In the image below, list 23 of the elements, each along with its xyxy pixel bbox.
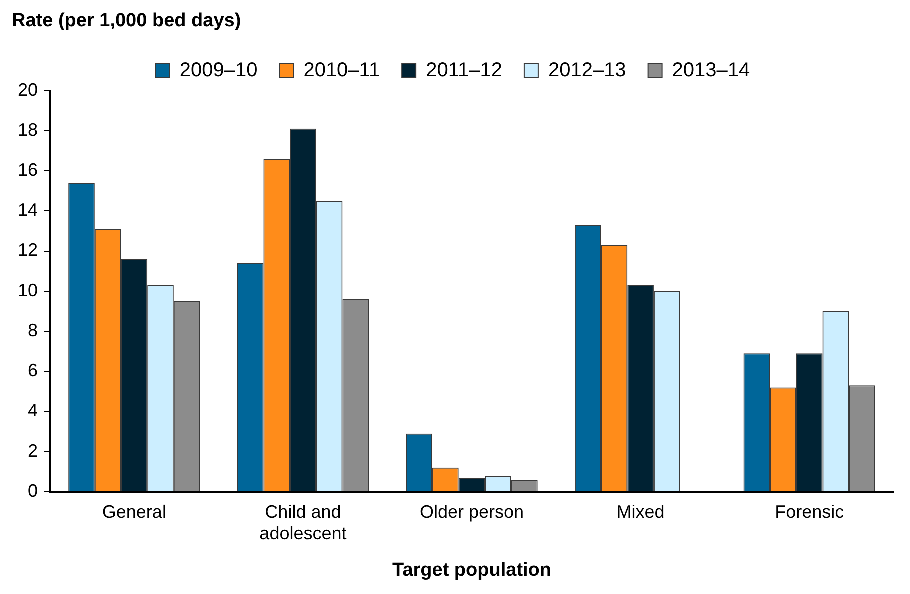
y-tick-label: 10	[18, 280, 38, 300]
x-tick-label: Mixed	[616, 502, 665, 522]
x-tick-label: General	[102, 502, 166, 522]
y-tick-label: 20	[18, 80, 38, 100]
legend-label: 2013–14	[672, 59, 750, 82]
x-tick-label: Forensic	[775, 502, 844, 522]
legend-label: 2009–10	[180, 59, 258, 82]
legend-label: 2012–13	[548, 59, 626, 82]
y-tick-label: 16	[18, 160, 38, 180]
y-tick-label: 18	[18, 120, 38, 140]
x-tick-label: Older person	[420, 502, 524, 522]
y-tick-label: 4	[28, 400, 38, 421]
y-axis-title: Rate (per 1,000 bed days)	[12, 10, 242, 32]
y-tick-label: 0	[28, 480, 38, 501]
y-tick-label: 6	[28, 360, 38, 381]
legend-label: 2010–11	[304, 59, 380, 82]
y-tick-label: 12	[18, 240, 38, 260]
y-tick-label: 8	[28, 320, 38, 340]
y-tick-label: 14	[18, 200, 38, 220]
x-tick-label: Child and adolescent	[260, 502, 347, 544]
x-axis-title: Target population	[392, 560, 552, 581]
y-tick-label: 2	[28, 440, 38, 461]
legend-label: 2011–12	[426, 59, 502, 82]
